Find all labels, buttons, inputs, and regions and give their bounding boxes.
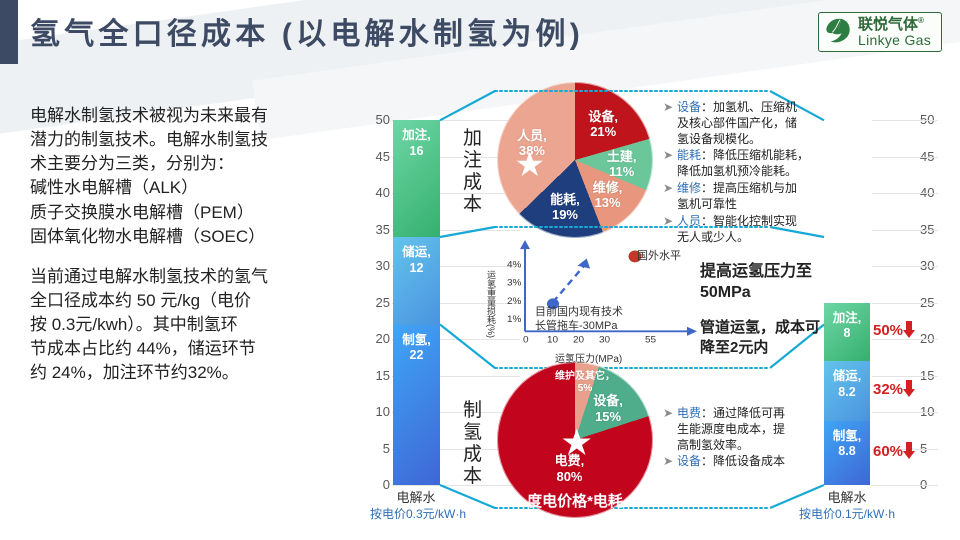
svg-text:1%: 1%: [507, 315, 522, 325]
svg-text:3%: 3%: [507, 278, 522, 288]
svg-text:10: 10: [547, 335, 558, 345]
svg-text:55: 55: [645, 335, 656, 345]
svg-text:20: 20: [573, 335, 584, 345]
svg-text:30: 30: [599, 335, 610, 345]
svg-text:2%: 2%: [507, 296, 522, 306]
svg-text:0: 0: [523, 335, 529, 345]
svg-text:4%: 4%: [507, 260, 522, 270]
